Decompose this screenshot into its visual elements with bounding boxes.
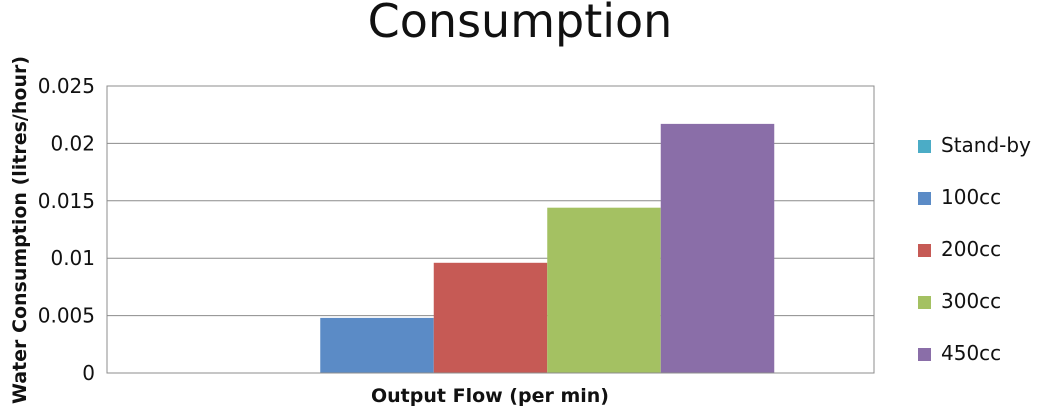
legend-label: 300cc [941,289,1001,313]
plot-area-frame [106,85,875,374]
x-axis-title: Output Flow (per min) [371,385,609,407]
y-axis-ticks: 0 0.005 0.01 0.015 0.02 0.025 [38,74,95,385]
legend-label: 100cc [941,185,1001,209]
bar-100cc [320,317,434,373]
y-tick-label: 0.025 [38,74,95,98]
y-tick-label: 0.005 [38,304,95,328]
bars [320,123,775,373]
bar-200cc [433,262,548,373]
legend-swatch [918,140,931,153]
y-tick-label: 0.02 [50,131,95,155]
bar-450cc [660,123,775,373]
legend: Stand-by 100cc 200cc 300cc 450cc [918,133,1031,365]
legend-swatch [918,348,931,361]
y-axis-title: Water Consumption (litres/hour) [9,56,31,404]
legend-swatch [918,192,931,205]
chart-title: Consumption [368,0,673,48]
bar-300cc [547,207,661,373]
legend-label: 200cc [941,237,1001,261]
y-tick-label: 0 [82,361,95,385]
legend-swatch [918,244,931,257]
legend-label: Stand-by [941,133,1031,157]
y-tick-label: 0.015 [38,189,95,213]
legend-swatch [918,296,931,309]
y-tick-label: 0.01 [50,246,95,270]
legend-label: 450cc [941,341,1001,365]
